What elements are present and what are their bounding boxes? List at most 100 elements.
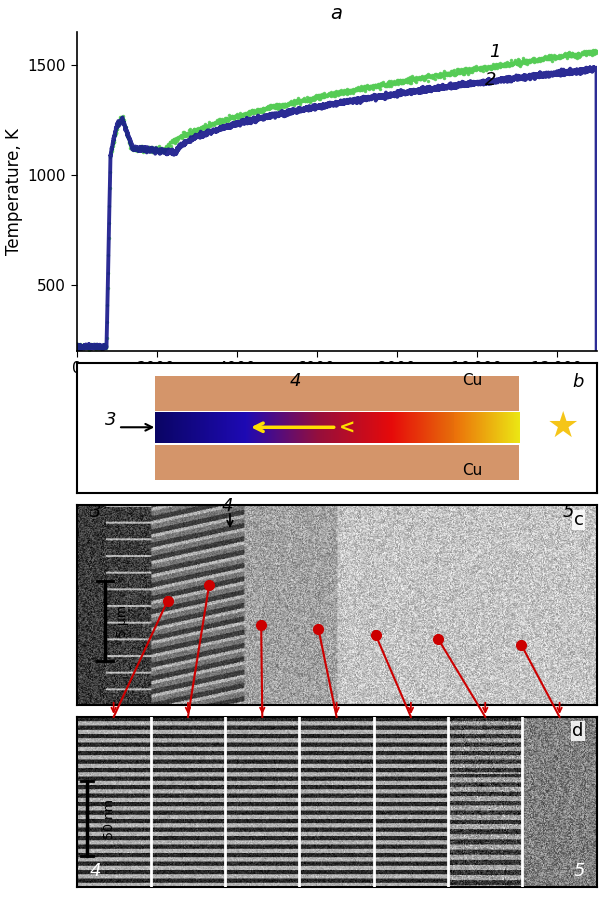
Bar [312, 412, 313, 444]
Bar [255, 412, 256, 444]
Bar [339, 412, 340, 444]
Bar [518, 412, 520, 444]
Bar [190, 412, 191, 444]
Text: 4: 4 [89, 862, 101, 880]
Bar [455, 412, 456, 444]
Bar [404, 412, 405, 444]
Bar [324, 412, 325, 444]
Bar [448, 412, 449, 444]
Bar [300, 412, 302, 444]
Bar [466, 412, 467, 444]
Bar [383, 412, 384, 444]
Bar [188, 412, 190, 444]
Bar [338, 412, 339, 444]
Bar [491, 412, 492, 444]
Bar [214, 412, 215, 444]
Bar [171, 412, 173, 444]
Bar [374, 412, 375, 444]
Bar [408, 412, 409, 444]
Bar [210, 412, 211, 444]
Bar [207, 412, 209, 444]
Bar [464, 412, 465, 444]
Bar [235, 412, 236, 444]
Bar [207, 412, 208, 444]
Bar [476, 412, 477, 444]
Bar [398, 412, 399, 444]
Bar [187, 412, 188, 444]
Bar [208, 412, 209, 444]
Bar [405, 412, 406, 444]
Bar [349, 412, 350, 444]
Bar [483, 412, 485, 444]
Bar [444, 412, 446, 444]
Text: c: c [574, 511, 584, 529]
Bar [336, 412, 337, 444]
Bar [453, 412, 454, 444]
Bar [376, 412, 377, 444]
Text: 1: 1 [488, 43, 500, 61]
Bar [507, 412, 508, 444]
Text: Cu: Cu [461, 374, 482, 388]
Bar [400, 412, 401, 444]
Text: a: a [330, 4, 343, 23]
Bar [399, 412, 400, 444]
Bar [294, 412, 296, 444]
Bar [512, 412, 513, 444]
Bar [499, 412, 501, 444]
Bar [481, 412, 482, 444]
Bar [177, 412, 178, 444]
Bar [184, 412, 185, 444]
Bar [477, 412, 479, 444]
Bar [232, 412, 233, 444]
Bar [370, 412, 371, 444]
Bar [411, 412, 412, 444]
Bar [282, 412, 283, 444]
Bar [369, 412, 370, 444]
Bar [178, 412, 179, 444]
Bar [331, 412, 332, 444]
Bar [310, 412, 311, 444]
Text: 5: 5 [563, 503, 575, 521]
Bar [493, 412, 494, 444]
Bar [368, 412, 370, 444]
Bar [340, 412, 341, 444]
Bar [475, 412, 476, 444]
Bar [367, 412, 368, 444]
Bar [402, 412, 403, 444]
Bar [461, 412, 463, 444]
Bar [206, 412, 207, 444]
Bar [494, 412, 496, 444]
Bar [479, 412, 480, 444]
Bar [226, 412, 228, 444]
Text: <: < [339, 418, 356, 437]
Bar [196, 412, 197, 444]
Bar [406, 412, 407, 444]
Bar [318, 412, 319, 444]
Bar [180, 412, 181, 444]
Bar [155, 412, 157, 444]
Bar [480, 412, 481, 444]
Bar [401, 412, 402, 444]
Bar [288, 412, 289, 444]
Bar [496, 412, 497, 444]
Bar [483, 412, 484, 444]
Bar [495, 412, 496, 444]
Bar [403, 412, 404, 444]
Bar [163, 412, 165, 444]
Bar [359, 412, 360, 444]
Bar [156, 412, 157, 444]
Bar [488, 412, 490, 444]
Bar [316, 412, 317, 444]
Bar [297, 412, 299, 444]
Bar [194, 412, 195, 444]
Bar [504, 412, 505, 444]
Bar [205, 412, 206, 444]
Bar [250, 412, 252, 444]
Bar [420, 412, 421, 444]
Bar [332, 412, 333, 444]
Bar [428, 412, 429, 444]
Bar [365, 412, 366, 444]
Bar [231, 412, 232, 444]
Bar [282, 412, 283, 444]
Bar [294, 412, 295, 444]
